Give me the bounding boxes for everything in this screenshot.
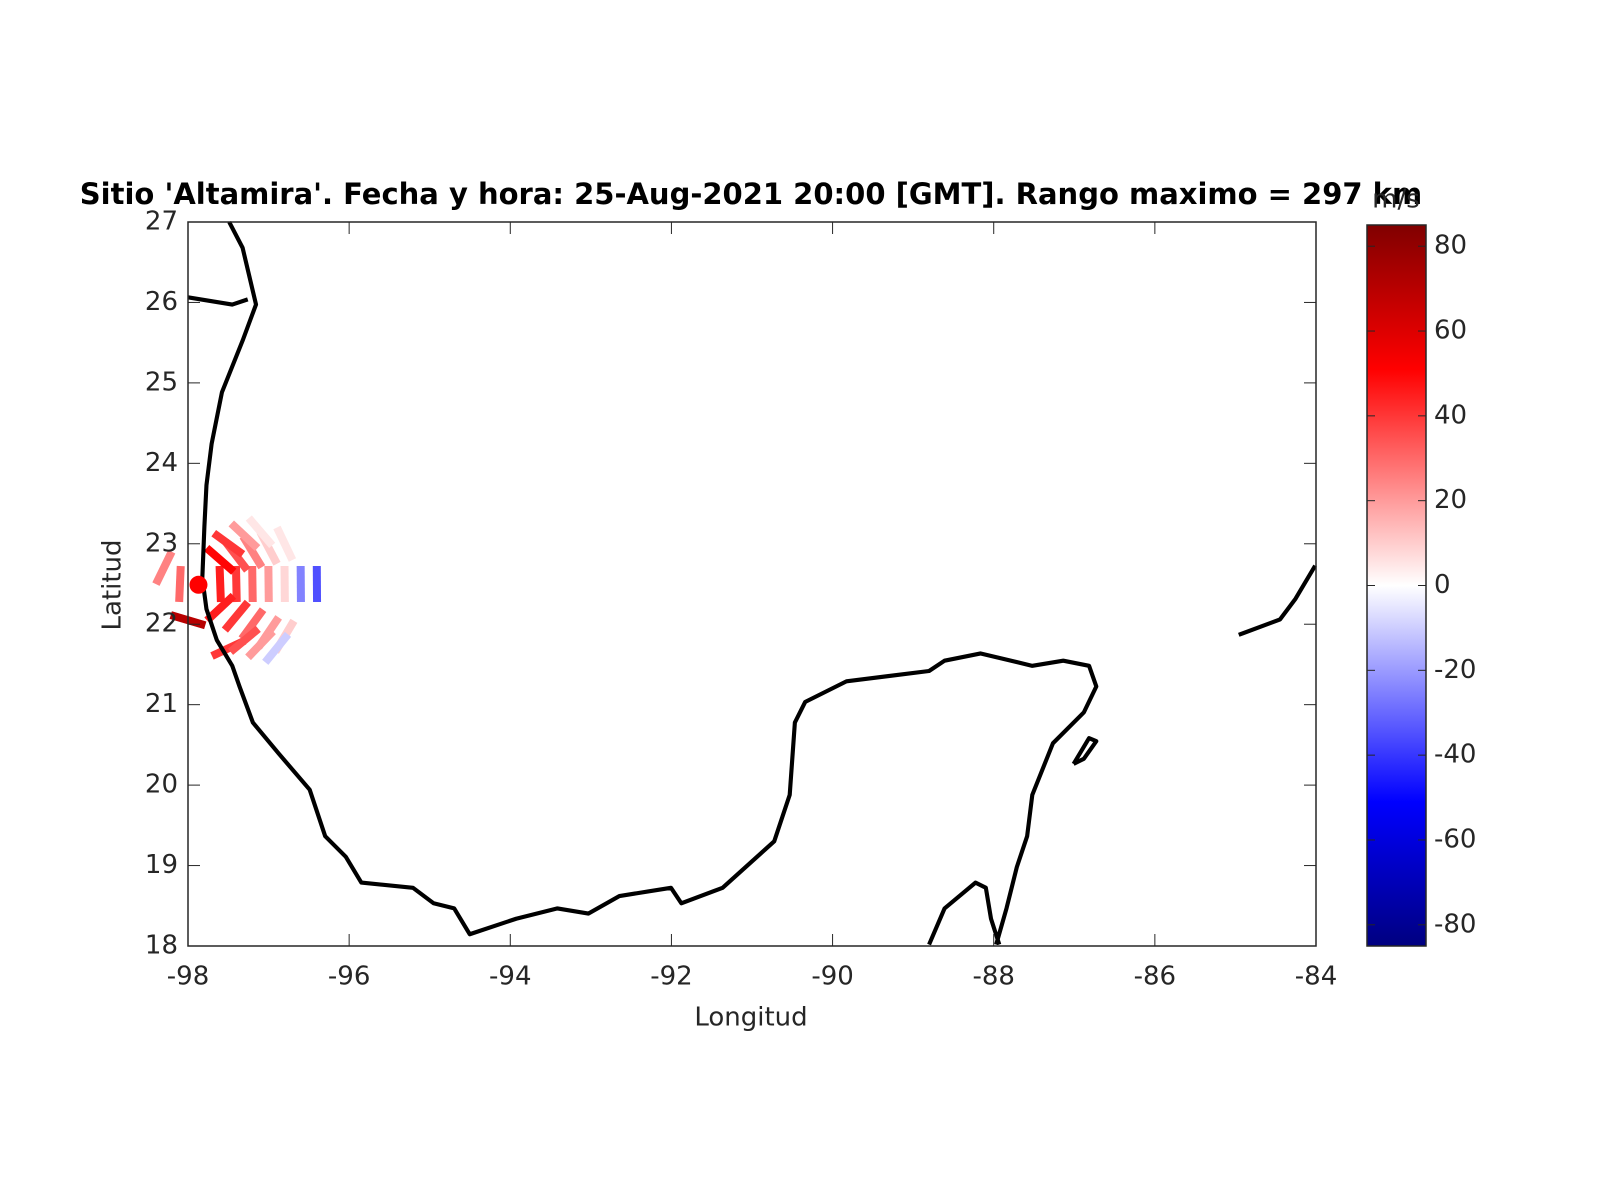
coastline-cuba [1238, 564, 1317, 637]
x-tick-label: -92 [650, 962, 692, 992]
velocity-cell [231, 565, 241, 603]
velocity-cell [239, 534, 266, 570]
velocity-cell [262, 631, 292, 665]
velocity-cell [296, 565, 305, 603]
colorbar-tick-label: 20 [1434, 485, 1467, 515]
velocity-cell [211, 529, 246, 558]
y-tick-label: 25 [145, 367, 178, 397]
colorbar-tick-label: 80 [1434, 231, 1467, 261]
colorbar-label: m/s [1372, 185, 1420, 215]
velocity-cell [152, 549, 176, 586]
chart-title: Sitio 'Altamira'. Fecha y hora: 25-Aug-2… [80, 177, 1422, 211]
y-axis-label: Latitud [98, 539, 128, 630]
colorbar-tick-label: -80 [1434, 909, 1476, 939]
colorbar-tick-label: 40 [1434, 400, 1467, 430]
x-tick-label: -98 [167, 962, 209, 992]
y-tick-label: 20 [145, 770, 178, 800]
x-axis-label: Longitud [694, 1003, 807, 1033]
velocity-cell [204, 545, 237, 575]
coastline-belize [927, 880, 1002, 946]
velocity-cell [228, 520, 261, 551]
y-tick-label: 23 [145, 528, 178, 558]
x-tick-label: -86 [1134, 962, 1176, 992]
x-tick-label: -84 [1295, 962, 1337, 992]
radar-site [189, 575, 208, 594]
velocity-cell [273, 525, 297, 562]
y-tick-label: 18 [145, 931, 178, 961]
y-tick-label: 24 [145, 448, 178, 478]
velocity-cell [280, 565, 289, 603]
colorbar-tick-label: 60 [1434, 316, 1467, 346]
velocity-cell [204, 592, 237, 624]
velocity-cell [227, 625, 261, 655]
colorbar-tick-label: -60 [1434, 824, 1476, 854]
x-tick-label: -96 [328, 962, 370, 992]
colorbar-tick-label: 0 [1434, 570, 1451, 600]
velocity-cell [238, 607, 267, 642]
x-tick-label: -88 [972, 962, 1014, 992]
y-tick-label: 19 [145, 850, 178, 880]
velocity-cell [264, 565, 273, 603]
colorbar [1366, 224, 1427, 947]
y-tick-label: 26 [145, 287, 178, 317]
velocity-cell [248, 565, 257, 603]
x-tick-label: -94 [489, 962, 531, 992]
velocity-cell [175, 565, 185, 603]
plot-area [152, 515, 322, 665]
y-tick-label: 27 [145, 207, 178, 237]
coastline [187, 220, 1317, 946]
velocity-cell [215, 565, 225, 603]
y-tick-label: 22 [145, 609, 178, 639]
coastline-mexico [200, 220, 1099, 946]
velocity-cell [221, 599, 251, 633]
colorbar-tick-label: -20 [1434, 655, 1476, 685]
axes-box [187, 221, 1317, 947]
coastline-cozumel [1071, 736, 1099, 766]
velocity-cell [312, 565, 322, 603]
velocity-cell [245, 628, 276, 661]
y-tick-label: 21 [145, 689, 178, 719]
coastline-texas [187, 295, 249, 307]
x-tick-label: -90 [811, 962, 853, 992]
velocity-cell [245, 515, 276, 548]
colorbar-tick-label: -40 [1434, 740, 1476, 770]
